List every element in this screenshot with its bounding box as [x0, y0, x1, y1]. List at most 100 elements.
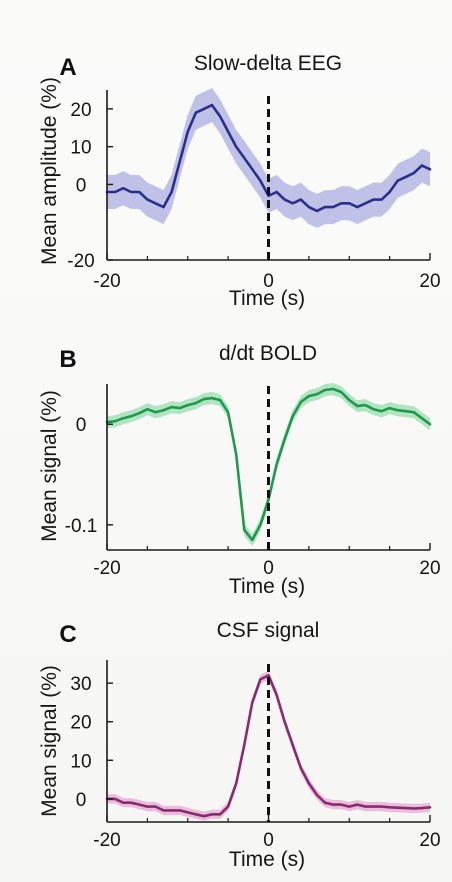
data-point — [130, 415, 133, 418]
y-axis-label: Mean signal (%) — [38, 390, 61, 542]
data-point — [186, 130, 189, 133]
y-tick-label: 20 — [70, 100, 91, 121]
data-point — [307, 395, 310, 398]
data-point — [428, 168, 432, 171]
data-point — [307, 782, 310, 785]
panel-title: Slow-delta EEG — [194, 52, 342, 75]
data-point — [202, 815, 205, 818]
x-tick-label: 20 — [419, 830, 440, 851]
data-point — [267, 498, 270, 501]
data-point — [138, 412, 141, 415]
data-point — [388, 407, 391, 410]
data-point — [146, 408, 149, 411]
data-point — [162, 809, 165, 812]
data-point — [356, 803, 359, 806]
data-point — [243, 743, 246, 747]
data-point — [332, 803, 335, 806]
data-point — [210, 397, 214, 400]
data-point — [154, 805, 157, 808]
panel-letter: B — [59, 346, 76, 373]
x-tick-label: 0 — [263, 271, 274, 292]
data-point — [372, 198, 375, 201]
data-point — [372, 805, 375, 808]
data-point — [348, 202, 351, 205]
data-point — [243, 156, 246, 160]
data-point — [372, 408, 375, 411]
data-point — [122, 801, 125, 804]
data-point — [227, 411, 230, 414]
data-point — [348, 805, 351, 808]
data-point — [267, 674, 270, 677]
y-tick-label: 0 — [76, 415, 87, 436]
panel-letter: A — [59, 54, 76, 81]
data-point — [340, 390, 343, 394]
data-point — [332, 206, 335, 209]
data-point — [219, 399, 222, 402]
x-axis-label: Time (s) — [229, 848, 305, 871]
data-point — [396, 409, 399, 412]
y-tick-label: 10 — [70, 751, 91, 772]
data-point — [291, 415, 294, 418]
y-tick-label: 20 — [70, 713, 91, 734]
data-point — [428, 423, 432, 426]
y-tick-label: 30 — [70, 674, 91, 695]
data-point — [178, 407, 181, 410]
data-point — [380, 198, 383, 201]
data-point — [323, 388, 327, 392]
data-point — [340, 202, 343, 205]
data-point — [380, 805, 383, 808]
x-tick-label: 20 — [419, 558, 440, 579]
data-point — [259, 179, 262, 182]
data-point — [210, 813, 214, 816]
data-point — [356, 405, 359, 408]
data-point — [420, 164, 423, 167]
data-point — [412, 807, 415, 810]
data-point — [146, 805, 149, 808]
panel-c: C CSF signal -20 0 20 0 10 20 30 Time (s) Mean sig… — [38, 619, 441, 871]
data-point — [251, 701, 254, 704]
data-point — [420, 417, 423, 420]
data-point — [315, 393, 319, 396]
data-point — [307, 206, 310, 209]
data-point — [404, 175, 407, 178]
data-point — [380, 410, 383, 413]
error-band — [107, 88, 430, 228]
data-point — [170, 406, 173, 409]
data-point — [114, 190, 117, 194]
data-point — [404, 410, 407, 413]
data-point — [170, 190, 173, 194]
data-point — [275, 693, 278, 696]
data-point — [412, 411, 415, 414]
data-point — [154, 202, 157, 205]
data-point — [267, 194, 270, 197]
data-point — [315, 793, 319, 797]
data-point — [348, 399, 351, 402]
data-point — [122, 417, 125, 420]
data-point — [388, 806, 391, 809]
data-point — [299, 766, 302, 770]
data-point — [315, 209, 319, 212]
data-point — [243, 528, 246, 532]
data-point — [219, 813, 222, 816]
y-tick-label: 0 — [76, 175, 87, 196]
data-point — [154, 411, 157, 414]
data-point — [356, 206, 359, 209]
data-point — [283, 720, 286, 723]
data-point — [202, 398, 205, 401]
data-point — [283, 198, 286, 201]
y-tick-label: 0 — [76, 790, 87, 811]
x-tick-label: 0 — [263, 830, 274, 851]
y-tick-label: -20 — [67, 251, 94, 272]
data-point — [364, 202, 367, 205]
data-point — [210, 104, 214, 107]
data-point — [130, 801, 133, 804]
data-point — [178, 160, 181, 163]
data-point — [227, 130, 230, 133]
data-point — [332, 387, 335, 391]
x-tick-label: -20 — [93, 271, 120, 292]
data-point — [170, 809, 173, 812]
data-point — [227, 805, 230, 808]
data-point — [364, 805, 367, 808]
